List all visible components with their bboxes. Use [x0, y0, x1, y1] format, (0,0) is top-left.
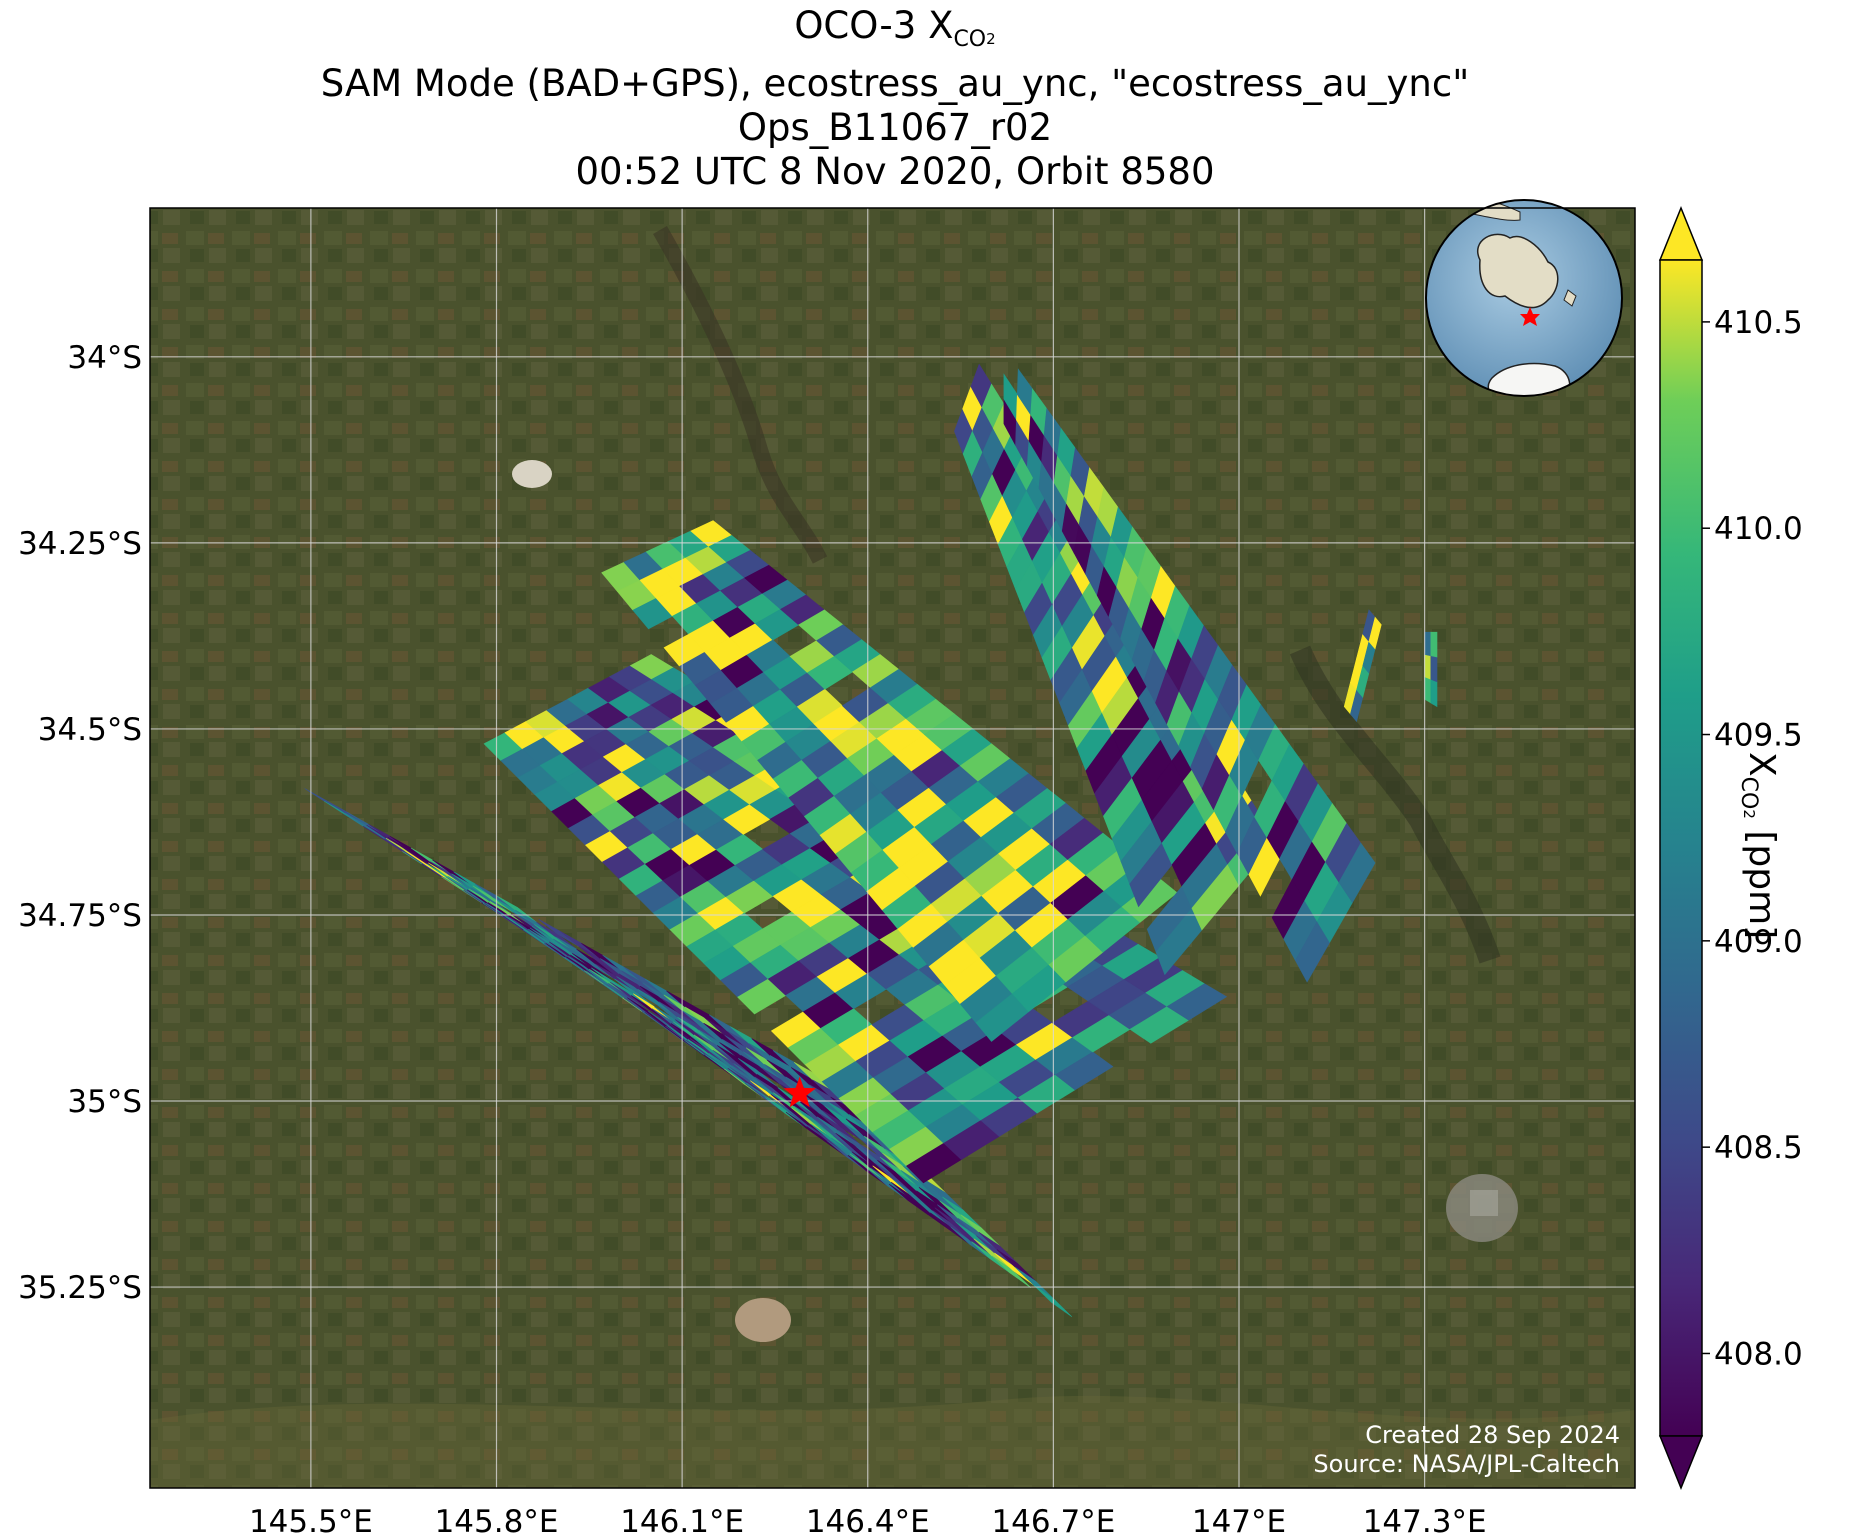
sounding-cell [1424, 654, 1432, 680]
colorbar-tick-label: 410.5 [1714, 305, 1803, 341]
colorbar-extend-max [1658, 205, 1704, 261]
lon-tick-label: 146.4°E [806, 1504, 930, 1537]
title-line-3: Ops_B11067_r02 [737, 106, 1053, 149]
colorbar-tick-label: 409.5 [1714, 718, 1803, 754]
lon-tick-label: 147.3°E [1363, 1504, 1487, 1537]
colorbar: 408.0 408.5 409.0 409.5 410.0 410.5 [1658, 205, 1803, 1491]
lat-tick-label: 34°S [67, 340, 142, 376]
lat-tick-label: 34.75°S [18, 898, 142, 934]
sounding-cell [1033, 1284, 1073, 1318]
colorbar-tick-label: 409.0 [1714, 924, 1803, 960]
swath-sw6 [1343, 609, 1382, 723]
title-line-2: SAM Mode (BAD+GPS), ecostress_au_ync, "e… [320, 62, 1470, 105]
swath-sw5 [1003, 368, 1376, 983]
colorbar-tick-label: 408.5 [1714, 1130, 1803, 1166]
target-marker [783, 1076, 816, 1108]
sounding-cell [1368, 616, 1382, 650]
swath-sw1 [304, 788, 1073, 1318]
sounding-cell [1430, 655, 1438, 683]
basemap-imagery [150, 208, 1635, 1488]
swath-sw3 [601, 520, 1178, 1042]
xco2-swaths [304, 363, 1438, 1318]
colorbar-tick-label: 410.0 [1714, 511, 1803, 547]
title-line-4: 00:52 UTC 8 Nov 2020, Orbit 8580 [575, 150, 1215, 193]
lat-tick-label: 35.25°S [18, 1270, 142, 1306]
colorbar-tick-label: 408.0 [1714, 1336, 1803, 1372]
map-frame [149, 207, 1636, 1489]
sounding-cell [1430, 678, 1438, 708]
sounding-cell [1424, 631, 1432, 657]
lat-tick-label: 35°S [67, 1084, 142, 1120]
colorbar-ticks: 408.0 408.5 409.0 409.5 410.0 410.5 [1702, 305, 1803, 1372]
lon-axis: 145.5°E 145.8°E 146.1°E 146.4°E 146.7°E 147°E… [249, 1504, 1487, 1537]
lon-tick-label: 147°E [1192, 1504, 1286, 1537]
swath-sw7 [1424, 631, 1438, 708]
target-star-icon [783, 1076, 816, 1108]
sounding-cell [1166, 983, 1228, 1021]
sounding-cell [1430, 631, 1438, 658]
sounding-cell [1338, 842, 1376, 904]
colorbar-gradient [1659, 259, 1703, 1437]
lon-tick-label: 146.1°E [620, 1504, 744, 1537]
lat-tick-label: 34.5°S [38, 712, 142, 748]
map-gridlines [150, 208, 1635, 1488]
figure-title: OCO-3 XCO2 SAM Mode (BAD+GPS), ecostress… [0, 4, 1790, 194]
credit-created: Created 28 Sep 2024 [1365, 1421, 1620, 1449]
sounding-cell [1424, 676, 1432, 704]
lat-tick-label: 34.25°S [18, 526, 142, 562]
lon-tick-label: 145.8°E [435, 1504, 559, 1537]
lon-tick-label: 146.7°E [991, 1504, 1115, 1537]
locator-globe [1425, 199, 1623, 397]
lat-axis: 34°S 34.25°S 34.5°S 34.75°S 35°S 35.25°S [18, 340, 142, 1306]
sounding-cell [1054, 1051, 1114, 1091]
colorbar-label: XCO2 [ppm] [1736, 752, 1782, 940]
lon-tick-label: 145.5°E [249, 1504, 373, 1537]
credit-source: Source: NASA/JPL-Caltech [1313, 1450, 1620, 1478]
colorbar-extend-min [1658, 1435, 1704, 1491]
sounding-cell [991, 1255, 1032, 1288]
title-line-1: OCO-3 XCO2 [794, 4, 996, 52]
